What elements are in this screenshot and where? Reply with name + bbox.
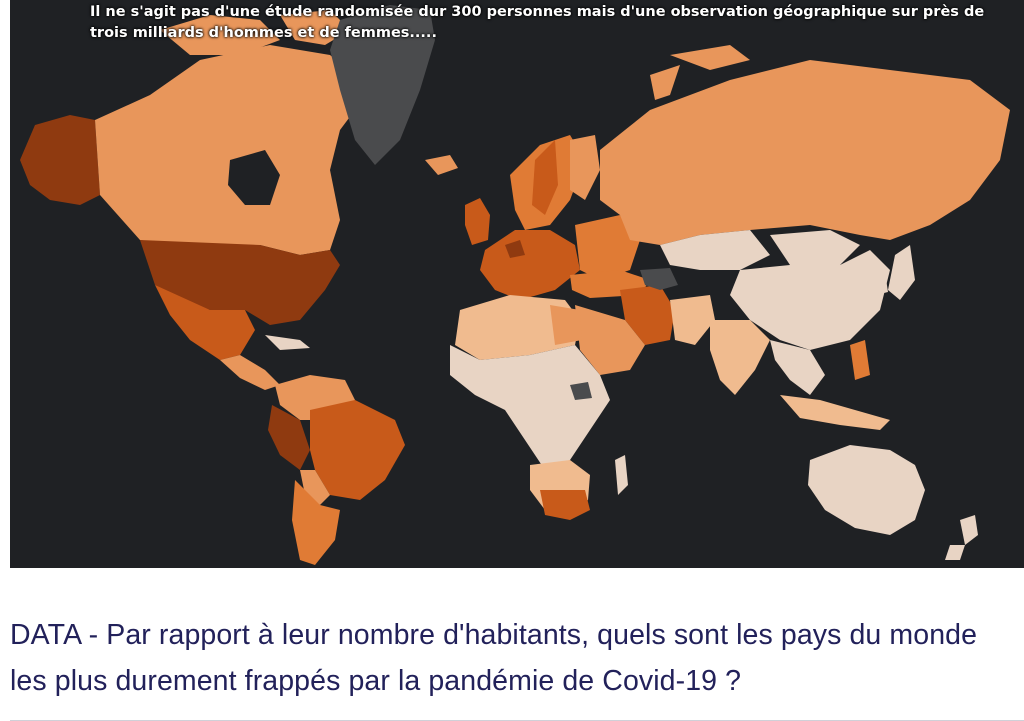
- map-overlay-caption: Il ne s'agit pas d'une étude randomisée …: [90, 4, 985, 41]
- turkmenistan-shape: [640, 268, 678, 290]
- arctic-islands-2-shape: [280, 10, 350, 45]
- japan-shape: [888, 245, 915, 300]
- korea-shape: [872, 272, 888, 295]
- new-zealand-shape: [960, 515, 978, 545]
- argentina-chile-shape: [292, 480, 340, 565]
- egypt-shape: [550, 305, 582, 345]
- world-choropleth-map: [10, 0, 1024, 568]
- caribbean-shape: [265, 335, 310, 350]
- brazil-shape: [310, 400, 405, 500]
- eastern-europe-shape: [575, 215, 640, 280]
- russia-shape: [600, 60, 1010, 245]
- uk-shape: [465, 198, 490, 245]
- usa-shape: [140, 240, 340, 325]
- australia-shape: [808, 445, 925, 535]
- greenland-shape: [330, 5, 435, 165]
- mongolia-shape: [770, 230, 860, 265]
- south-sudan-shape: [570, 382, 592, 400]
- alaska-shape: [20, 115, 100, 205]
- novaya-zemlya-shape: [650, 65, 680, 100]
- philippines-shape: [850, 340, 870, 380]
- north-africa-shape: [455, 295, 580, 360]
- madagascar-shape: [615, 455, 628, 495]
- arabia-shape: [575, 305, 645, 375]
- article-headline-link[interactable]: DATA - Par rapport à leur nombre d'habit…: [10, 619, 978, 697]
- central-america-shape: [220, 355, 280, 390]
- russia-north-islands-shape: [670, 45, 750, 70]
- kazakhstan-shape: [660, 230, 770, 270]
- world-map-image: Il ne s'agit pas d'une étude randomisée …: [10, 0, 1024, 568]
- india-shape: [710, 320, 770, 395]
- peru-shape: [268, 405, 310, 470]
- indonesia-shape: [780, 395, 890, 430]
- mexico-shape: [155, 285, 255, 360]
- sweden-shape: [532, 140, 558, 215]
- canada-shape: [95, 45, 360, 255]
- arctic-islands-shape: [160, 15, 280, 55]
- central-africa-shape: [450, 345, 610, 470]
- iran-shape: [620, 285, 675, 345]
- iceland-shape: [425, 155, 458, 175]
- southeast-asia-shape: [770, 340, 825, 395]
- hudson-bay-shape: [228, 150, 280, 205]
- western-europe-shape: [480, 230, 580, 300]
- finland-shape: [570, 135, 600, 200]
- belgium-shape: [505, 240, 525, 258]
- pakistan-shape: [670, 295, 715, 345]
- china-shape: [730, 250, 890, 350]
- new-zealand-south-shape: [945, 545, 965, 560]
- south-africa-shape: [540, 490, 590, 520]
